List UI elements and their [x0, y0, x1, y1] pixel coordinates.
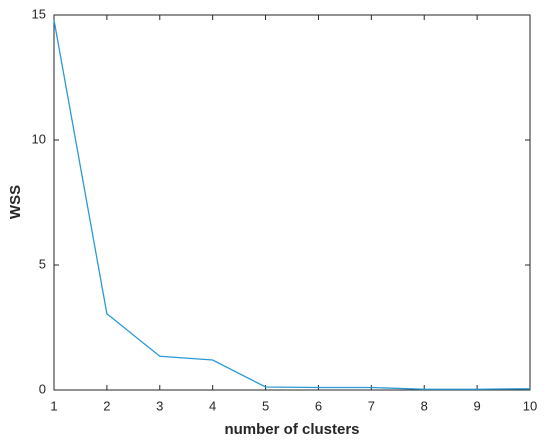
x-tick-label: 9 [473, 398, 480, 413]
plot-frame [53, 14, 531, 391]
y-tick-label: 0 [39, 381, 46, 396]
x-tick-label: 1 [50, 398, 57, 413]
x-tick-label: 8 [421, 398, 428, 413]
x-tick-label: 5 [262, 398, 269, 413]
y-axis-title: WSS [7, 185, 24, 219]
y-tick-label: 5 [39, 256, 46, 271]
y-tick-label: 15 [32, 6, 46, 21]
y-tick-label: 10 [32, 131, 46, 146]
x-tick-label: 10 [523, 398, 537, 413]
x-tick-label: 4 [209, 398, 216, 413]
x-tick-label: 3 [156, 398, 163, 413]
data-line [53, 19, 531, 390]
x-axis-title: number of clusters [224, 421, 359, 438]
x-tick-label: 7 [368, 398, 375, 413]
x-tick-label: 2 [103, 398, 110, 413]
x-tick-label: 6 [315, 398, 322, 413]
